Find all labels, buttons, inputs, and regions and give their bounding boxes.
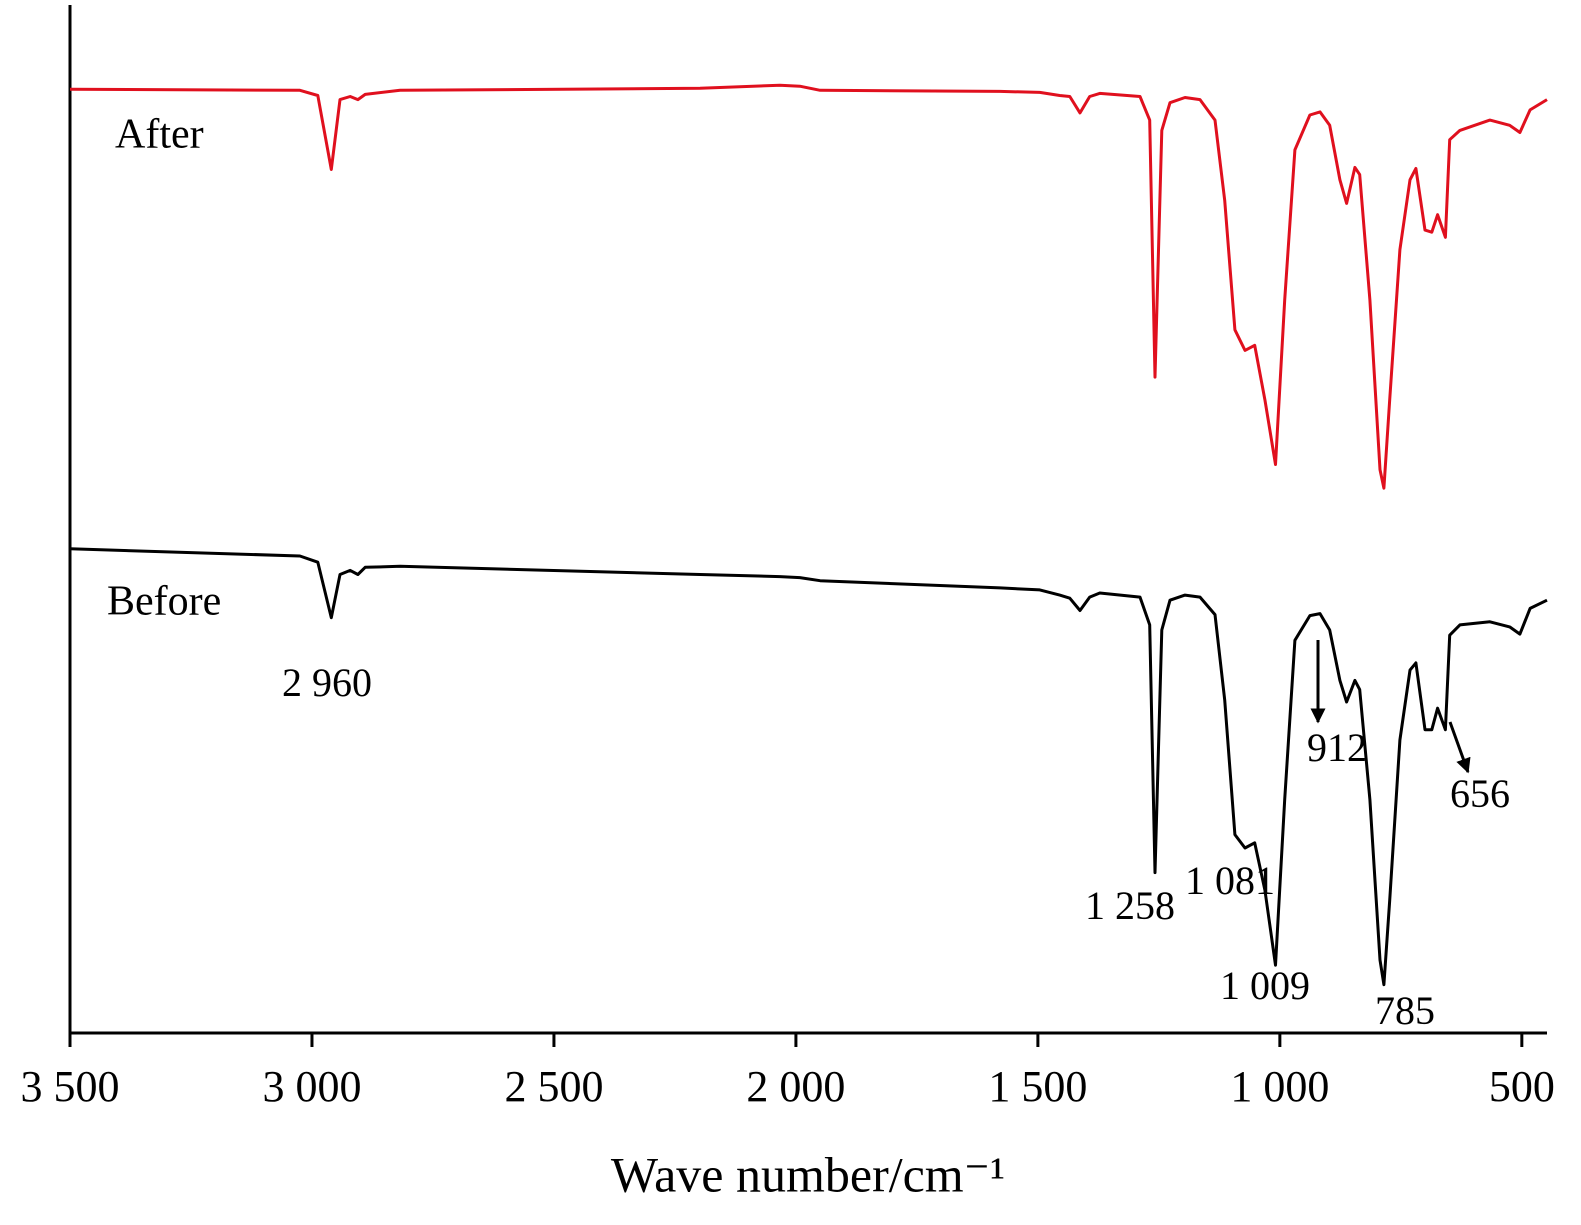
series-label: After bbox=[115, 112, 204, 158]
peak-label: 1 009 bbox=[1220, 963, 1310, 1008]
x-tick-label: 3 500 bbox=[21, 1062, 120, 1111]
x-tick-label: 500 bbox=[1489, 1062, 1555, 1111]
peak-label: 1 258 bbox=[1085, 883, 1175, 928]
spectrum-line bbox=[69, 547, 1548, 987]
x-tick-label: 2 000 bbox=[746, 1062, 845, 1111]
peak-label: 785 bbox=[1375, 988, 1435, 1033]
peak-label: 912 bbox=[1307, 725, 1367, 770]
x-tick-label: 3 000 bbox=[262, 1062, 361, 1111]
spectrum-line bbox=[69, 83, 1548, 490]
x-tick-label: 1 000 bbox=[1230, 1062, 1329, 1111]
peak-label: 2 960 bbox=[282, 660, 372, 705]
series-label: Before bbox=[107, 579, 221, 625]
x-tick-label: 1 500 bbox=[988, 1062, 1087, 1111]
peak-label: 1 081 bbox=[1185, 858, 1275, 903]
peak-label: 656 bbox=[1450, 771, 1510, 816]
x-tick-label: 2 500 bbox=[504, 1062, 603, 1111]
arrow bbox=[1448, 721, 1471, 774]
x-axis-label: Wave number/cm⁻¹ bbox=[611, 1146, 1005, 1202]
